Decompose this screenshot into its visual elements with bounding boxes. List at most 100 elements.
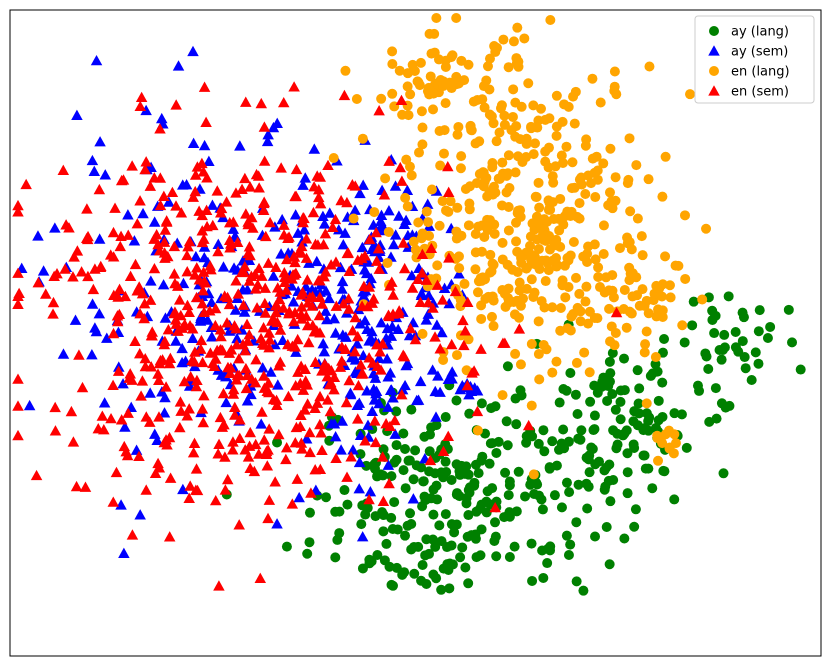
- data-point: [703, 364, 714, 375]
- data-point: [131, 218, 144, 229]
- data-point: [386, 579, 397, 590]
- data-point: [526, 338, 537, 349]
- data-point: [416, 462, 427, 473]
- data-point: [436, 294, 449, 305]
- data-point: [201, 220, 213, 232]
- data-point: [453, 251, 464, 262]
- data-point: [454, 383, 467, 395]
- data-point: [652, 430, 663, 441]
- data-point: [428, 569, 439, 580]
- data-point: [311, 255, 323, 267]
- data-point: [93, 183, 106, 195]
- data-point: [434, 343, 446, 354]
- data-point: [470, 247, 481, 258]
- data-point: [228, 320, 241, 331]
- data-point: [442, 430, 454, 441]
- data-point: [603, 475, 614, 486]
- data-point: [249, 376, 262, 388]
- data-point: [159, 312, 172, 323]
- data-point: [263, 423, 275, 434]
- data-point: [354, 187, 366, 199]
- data-point: [604, 559, 615, 570]
- data-point: [397, 349, 409, 360]
- data-point: [384, 384, 397, 395]
- data-point: [221, 291, 234, 303]
- data-point: [619, 385, 630, 396]
- data-point: [73, 349, 85, 360]
- data-point: [740, 363, 751, 374]
- data-point: [362, 300, 374, 312]
- data-point: [214, 324, 227, 335]
- data-point: [276, 334, 289, 345]
- data-point: [362, 256, 374, 267]
- data-point: [503, 150, 514, 161]
- data-point: [461, 296, 474, 307]
- data-point: [630, 504, 641, 515]
- data-point: [466, 367, 478, 378]
- data-point: [381, 322, 394, 334]
- data-point: [328, 313, 340, 324]
- data-point: [438, 355, 449, 366]
- data-point: [381, 353, 393, 364]
- data-point: [451, 226, 462, 237]
- data-point: [239, 345, 251, 356]
- data-point: [609, 66, 620, 77]
- data-point: [533, 243, 544, 254]
- data-point: [401, 184, 414, 195]
- data-point: [234, 140, 246, 151]
- data-point: [636, 231, 647, 242]
- data-point: [383, 310, 395, 322]
- data-point: [626, 244, 637, 255]
- data-point: [753, 326, 764, 337]
- data-point: [589, 167, 600, 178]
- data-point: [528, 469, 539, 480]
- data-point: [374, 346, 386, 357]
- data-point: [560, 292, 571, 303]
- data-point: [183, 492, 195, 503]
- data-point: [498, 34, 509, 45]
- data-point: [353, 456, 366, 468]
- data-point: [258, 370, 270, 381]
- data-point: [274, 324, 287, 335]
- data-point: [336, 283, 348, 294]
- data-point: [656, 291, 667, 302]
- data-point: [559, 260, 570, 271]
- data-point: [243, 241, 256, 252]
- data-point: [301, 274, 314, 285]
- data-point: [341, 196, 353, 208]
- data-point: [531, 211, 542, 222]
- data-point: [323, 379, 336, 390]
- data-point: [264, 216, 276, 228]
- data-point: [118, 547, 130, 558]
- data-point: [383, 155, 395, 166]
- data-point: [281, 253, 293, 265]
- data-point: [556, 502, 567, 513]
- data-point: [328, 152, 339, 163]
- data-point: [571, 517, 582, 528]
- data-point: [434, 220, 445, 231]
- data-point: [137, 207, 149, 219]
- data-point: [527, 575, 538, 586]
- data-point: [187, 447, 200, 458]
- data-point: [153, 245, 166, 256]
- data-point: [181, 410, 194, 421]
- data-point: [366, 325, 378, 337]
- data-point: [258, 382, 271, 393]
- data-point: [449, 285, 462, 297]
- data-point: [354, 429, 367, 441]
- data-point: [115, 499, 127, 510]
- data-point: [615, 396, 626, 407]
- data-point: [598, 248, 609, 259]
- data-point: [536, 494, 547, 505]
- data-point: [370, 511, 381, 522]
- data-point: [417, 560, 428, 571]
- data-point: [563, 436, 574, 447]
- data-point: [75, 266, 88, 277]
- data-point: [471, 552, 482, 563]
- data-point: [295, 301, 308, 312]
- data-point: [604, 356, 615, 367]
- data-point: [332, 534, 343, 545]
- legend-label: en (lang): [731, 65, 790, 80]
- data-point: [115, 414, 128, 425]
- data-point: [495, 103, 506, 114]
